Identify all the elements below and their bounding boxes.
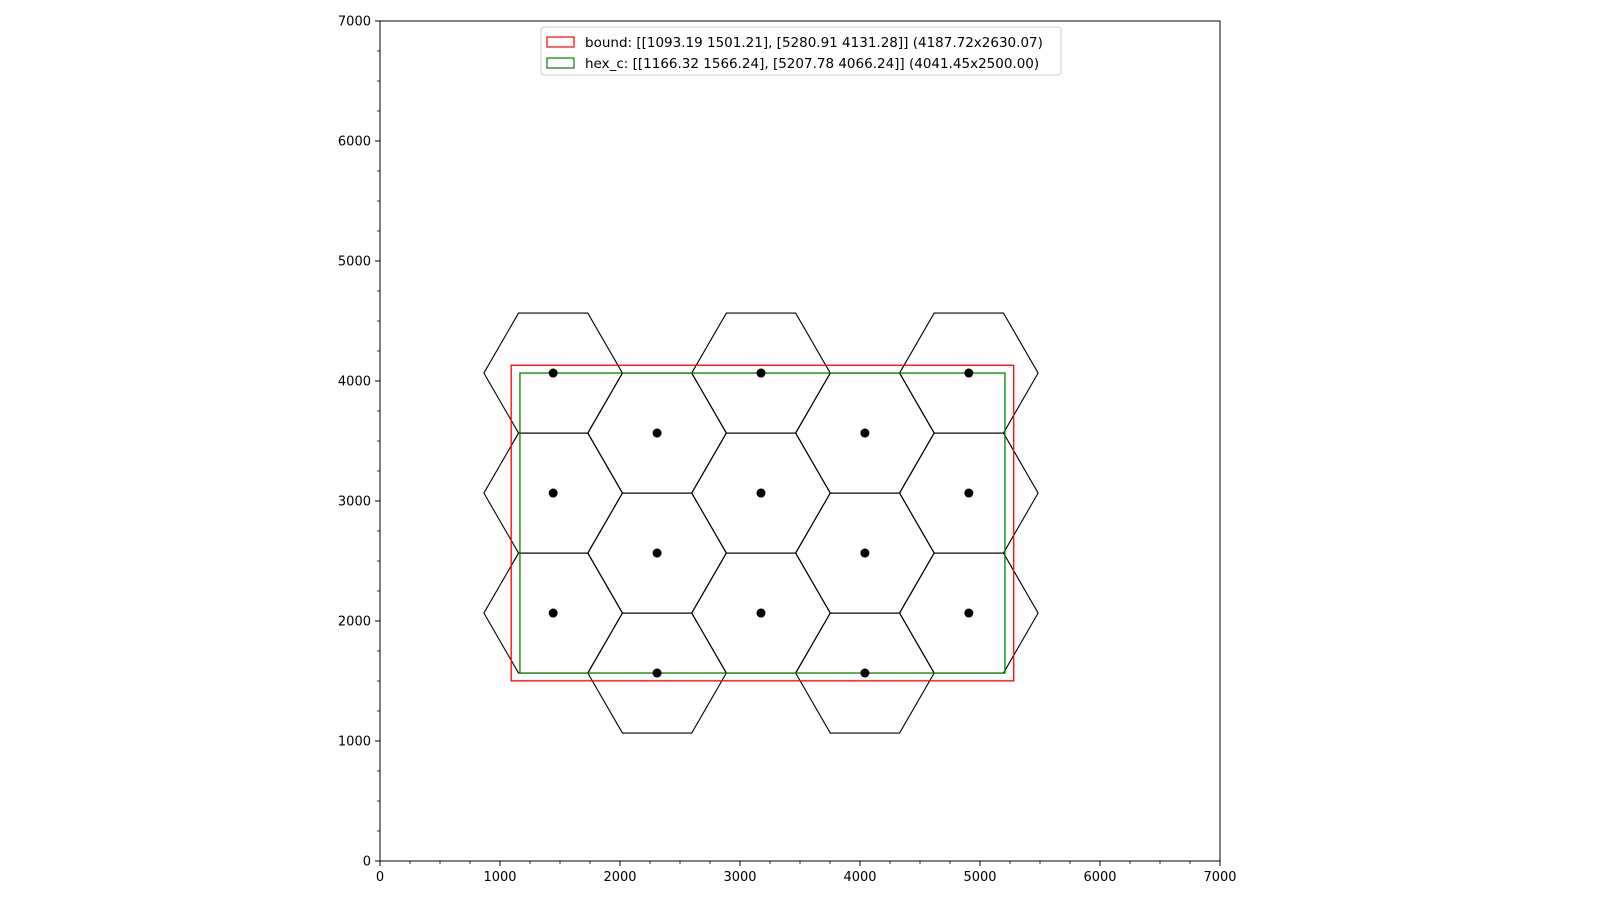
y-tick-label: 4000	[338, 375, 371, 390]
center-point-8	[756, 368, 766, 378]
y-tick-label: 2000	[338, 615, 371, 630]
y-tick-label: 3000	[338, 495, 371, 510]
legend-box	[540, 26, 1062, 76]
center-point-9	[860, 668, 870, 678]
center-point-layer	[548, 368, 974, 678]
legend-swatch-0	[546, 36, 575, 48]
center-point-10	[860, 548, 870, 558]
bound-rectangle	[510, 364, 1015, 682]
center-point-7	[756, 488, 766, 498]
center-point-2	[548, 368, 558, 378]
center-point-4	[652, 548, 662, 558]
x-tick-label: 1000	[483, 870, 516, 885]
y-tick-label: 7000	[338, 15, 371, 30]
center-point-5	[652, 428, 662, 438]
center-point-14	[964, 368, 974, 378]
x-tick-label: 0	[376, 870, 384, 885]
y-tick-label: 5000	[338, 255, 371, 270]
center-point-0	[548, 608, 558, 618]
x-tick-label: 5000	[963, 870, 996, 885]
legend-label-1: hex_c: [[1166.32 1566.24], [5207.78 4066…	[585, 56, 1039, 72]
legend: bound: [[1093.19 1501.21], [5280.91 4131…	[540, 26, 1062, 76]
y-tick-label: 6000	[338, 135, 371, 150]
center-point-13	[964, 488, 974, 498]
x-tick-label: 2000	[603, 870, 636, 885]
axes: 0 1000 2000 3000 4000 5000 6000 7000 0 1000 2000 30…	[338, 15, 1237, 886]
center-point-6	[756, 608, 766, 618]
legend-swatch-1	[546, 57, 575, 69]
center-point-1	[548, 488, 558, 498]
y-tick-label: 1000	[338, 735, 371, 750]
x-tick-label: 6000	[1083, 870, 1116, 885]
x-tick-label: 3000	[723, 870, 756, 885]
center-point-3	[652, 668, 662, 678]
x-tick-label: 7000	[1203, 870, 1236, 885]
center-point-12	[964, 608, 974, 618]
legend-label-0: bound: [[1093.19 1501.21], [5280.91 4131…	[585, 35, 1043, 51]
x-tick-label: 4000	[843, 870, 876, 885]
center-point-11	[860, 428, 870, 438]
y-tick-label: 0	[363, 855, 371, 870]
